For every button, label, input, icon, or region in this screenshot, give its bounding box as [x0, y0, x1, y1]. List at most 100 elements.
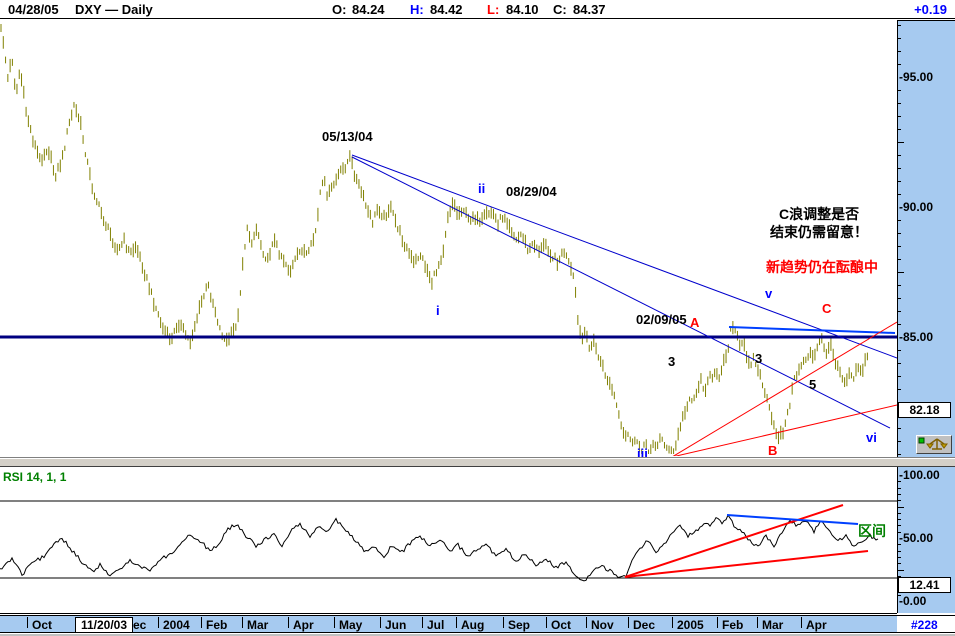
cursor-date-box[interactable]: 11/20/03: [75, 617, 133, 633]
month-tick: [242, 617, 243, 628]
month-label: Feb: [722, 618, 744, 632]
axis-tick: [898, 129, 901, 130]
rsi-line: [0, 514, 879, 582]
high-value: 84.42: [430, 2, 463, 17]
axis-tick: [898, 389, 901, 390]
axis-tick: [898, 563, 901, 565]
rsi-chart[interactable]: [0, 467, 897, 614]
close-value: 84.37: [573, 2, 606, 17]
axis-tick: [898, 506, 904, 508]
uptrend-steep[interactable]: [672, 321, 897, 456]
month-tick: [158, 617, 159, 628]
month-tick: [422, 617, 423, 628]
axis-tick: [898, 38, 901, 39]
month-label: May: [339, 618, 363, 632]
axis-tick: [898, 575, 901, 577]
month-label: Apr: [806, 618, 827, 632]
rsi-downtrend[interactable]: [726, 514, 859, 525]
open-value: 84.24: [352, 2, 385, 17]
axis-tick: [898, 194, 901, 195]
month-tick: [27, 617, 28, 628]
month-tick: [757, 617, 758, 628]
last-price-box: 82.18: [898, 402, 951, 419]
month-label: 2004: [163, 618, 190, 632]
axis-tick: [898, 531, 901, 533]
axis-tick: [898, 350, 901, 351]
axis-label: -90.00: [899, 200, 934, 214]
axis-tick: [898, 155, 901, 156]
month-tick: [334, 617, 335, 628]
axis-label: -85.00: [899, 330, 934, 344]
chart-annotation[interactable]: i: [436, 303, 440, 318]
chart-annotation[interactable]: 05/13/04: [322, 129, 373, 144]
chart-annotation[interactable]: 新趋势仍在酝酿中: [766, 259, 878, 275]
chart-annotation[interactable]: ii: [478, 181, 486, 196]
bar-count-corner: #228: [897, 615, 955, 633]
chart-annotation[interactable]: 结束仍需留意！: [770, 224, 868, 240]
price-chart[interactable]: [0, 20, 897, 456]
axis-tick: [898, 569, 904, 571]
axis-tick: [898, 311, 901, 312]
month-label: Sep: [508, 618, 531, 632]
price-axis-panel[interactable]: -95.00 -90.00 -85.00 82.18: [897, 20, 955, 457]
scales-button[interactable]: [916, 435, 952, 454]
chart-annotation[interactable]: 5: [809, 377, 817, 392]
chart-annotation[interactable]: 3: [755, 351, 763, 366]
month-tick: [503, 617, 504, 628]
axis-tick: [898, 142, 904, 143]
rsi-uptrend-steep[interactable]: [624, 504, 844, 578]
axis-tick: [898, 493, 901, 495]
chart-annotation[interactable]: C浪调整是否: [779, 206, 860, 222]
axis-tick: [898, 481, 901, 483]
month-tick: [380, 617, 381, 628]
pane-divider[interactable]: [0, 457, 955, 467]
axis-tick: [898, 285, 901, 286]
axis-tick: [898, 298, 901, 299]
axis-tick: [898, 556, 901, 558]
month-label: Feb: [206, 618, 228, 632]
month-tick: [201, 617, 202, 628]
downtrend-from-051304-1[interactable]: [351, 154, 897, 359]
month-label: Apr: [293, 618, 314, 632]
chart-annotation[interactable]: B: [768, 443, 778, 458]
month-tick: [672, 617, 673, 628]
chart-annotation[interactable]: 3: [668, 354, 676, 369]
indicator-pane[interactable]: RSI 14, 1, 1 区间: [0, 467, 897, 614]
month-label: ec: [133, 618, 147, 632]
axis-label: -0.00: [899, 594, 927, 608]
last-rsi-box: 12.41: [898, 577, 951, 594]
chart-annotation[interactable]: 区间: [858, 523, 886, 539]
month-label: Mar: [247, 618, 269, 632]
axis-tick: [898, 487, 901, 489]
axis-tick: [898, 272, 904, 273]
chart-annotation[interactable]: 08/29/04: [506, 184, 557, 199]
chart-annotation[interactable]: iii: [637, 446, 648, 461]
axis-tick: [898, 64, 901, 65]
uptrend-shallow[interactable]: [672, 404, 897, 456]
month-label: Jul: [427, 618, 445, 632]
title-bar: 04/28/05 DXY — Daily O: 84.24 H: 84.42 L…: [0, 0, 955, 19]
chart-annotation[interactable]: C: [822, 301, 832, 316]
axis-tick: [898, 500, 901, 502]
chart-annotation[interactable]: vi: [866, 430, 877, 445]
axis-tick: [898, 181, 901, 182]
month-tick: [586, 617, 587, 628]
axis-tick: [898, 90, 901, 91]
axis-tick: [898, 116, 901, 117]
high-label: H:: [410, 2, 424, 17]
chart-annotation[interactable]: A: [690, 315, 700, 330]
downtrend-from-051304-2[interactable]: [351, 156, 891, 429]
axis-tick: [898, 519, 901, 521]
chart-annotation[interactable]: 02/09/05: [636, 312, 687, 327]
time-axis: Oct ec 2004 Feb Mar Apr May Jun Jul Aug Sep Oct Nov D…: [0, 615, 897, 633]
resistance-segment[interactable]: [728, 326, 896, 334]
axis-tick: [898, 103, 901, 104]
rsi-uptrend-shallow[interactable]: [624, 550, 869, 578]
axis-label: -50.00: [899, 531, 934, 545]
axis-label: -100.00: [899, 468, 940, 482]
close-label: C:: [553, 2, 567, 17]
axis-tick: [898, 233, 901, 234]
indicator-axis-panel[interactable]: -100.00 -50.00 -0.00 12.41: [897, 467, 955, 613]
chart-annotation[interactable]: v: [765, 286, 773, 301]
